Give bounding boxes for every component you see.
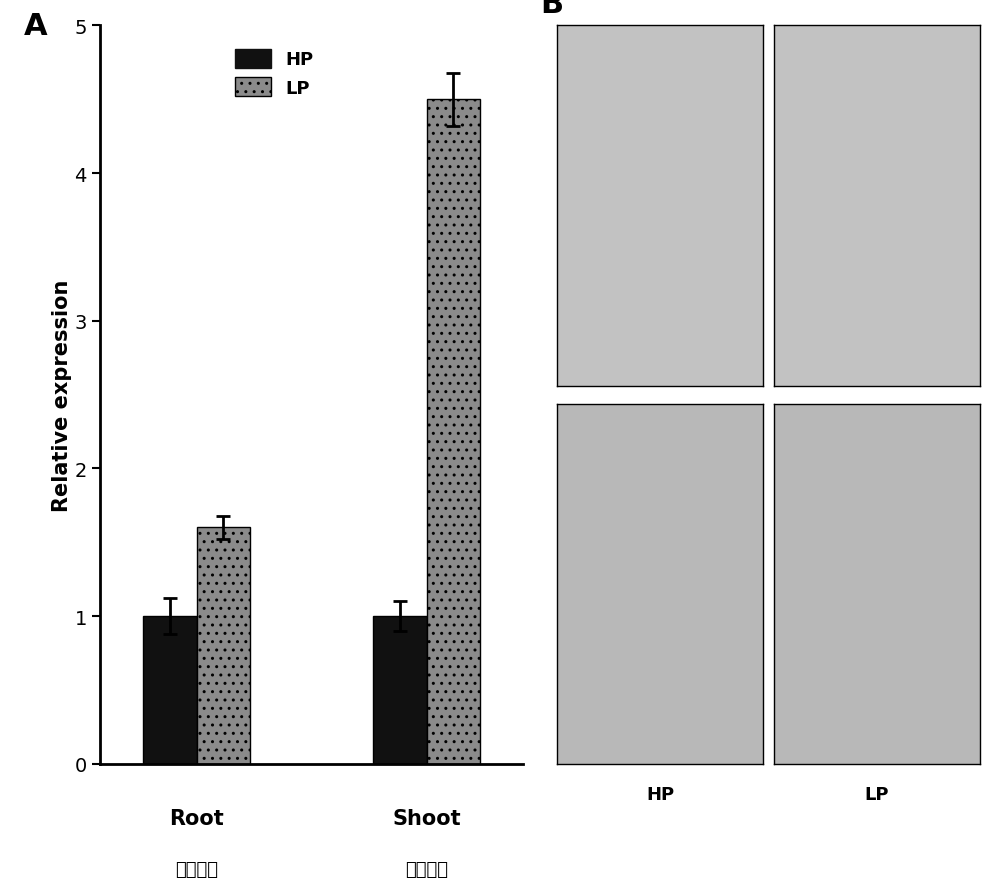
Bar [197, 528, 250, 764]
Text: Shoot: Shoot [392, 808, 461, 828]
Text: Root: Root [169, 808, 224, 828]
Legend: HP, LP: HP, LP [227, 43, 321, 104]
Text: A: A [24, 11, 47, 40]
Text: HP: HP [646, 786, 674, 803]
Bar [427, 100, 480, 764]
Y-axis label: Relative expression: Relative expression [52, 279, 72, 511]
Bar [373, 616, 427, 764]
Text: 地下部分: 地下部分 [175, 860, 218, 878]
Text: LP: LP [865, 786, 889, 803]
Text: 地上部分: 地上部分 [405, 860, 448, 878]
Bar [143, 616, 197, 764]
Text: B: B [540, 0, 564, 19]
